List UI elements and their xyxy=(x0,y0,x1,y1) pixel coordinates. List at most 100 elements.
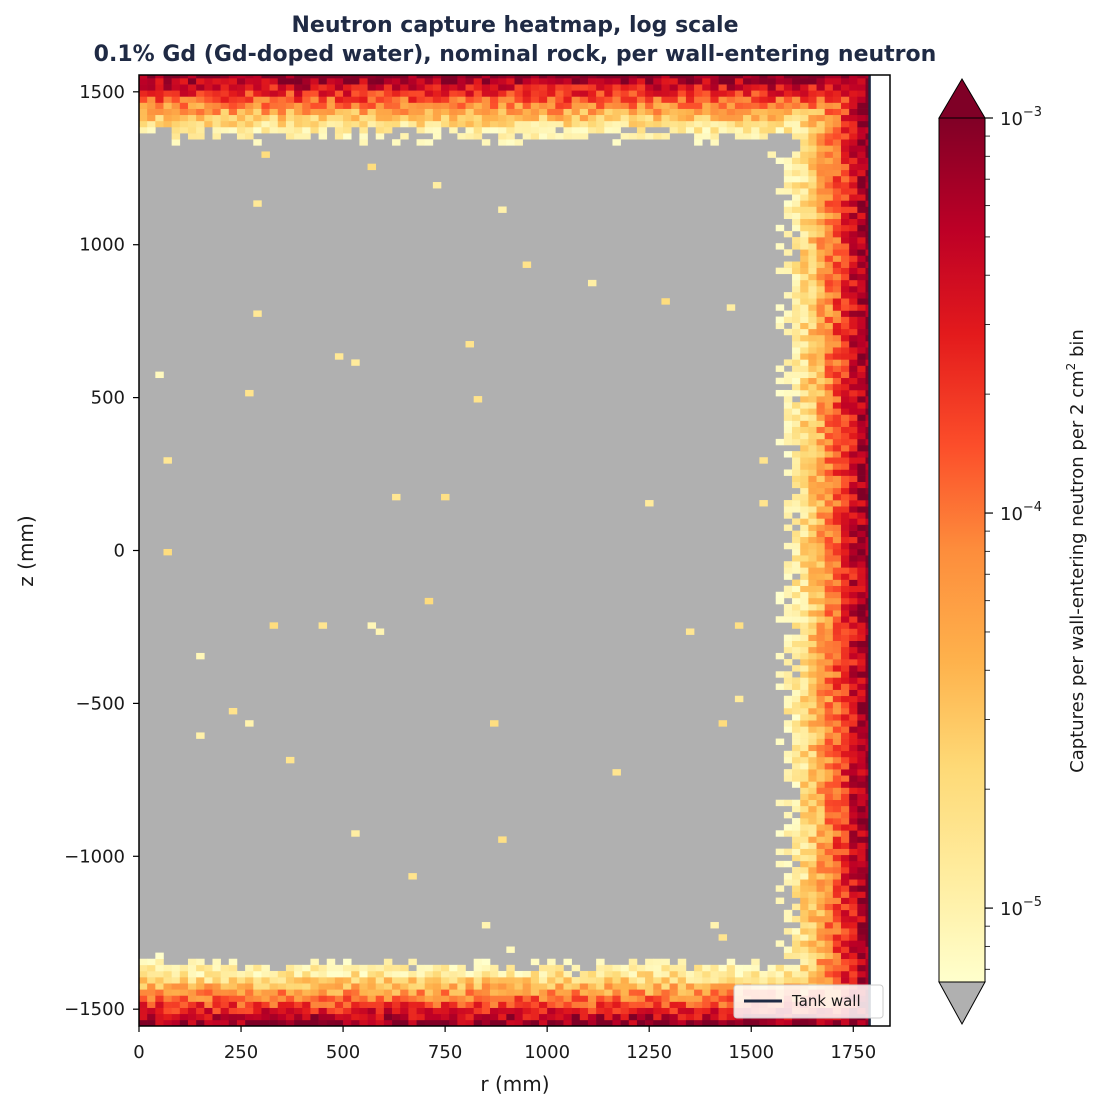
heatmap-cell xyxy=(277,120,287,128)
heatmap-cell xyxy=(800,573,809,580)
heatmap-cell xyxy=(775,591,785,599)
heatmap-cell xyxy=(587,995,597,1002)
heatmap-cell xyxy=(759,1019,768,1026)
heatmap-cell xyxy=(228,983,238,990)
heatmap-cell xyxy=(841,934,850,941)
heatmap-cell xyxy=(645,1013,654,1021)
heatmap-cell xyxy=(841,341,850,348)
heatmap-cell xyxy=(857,518,866,525)
heatmap-cell xyxy=(228,964,238,972)
heatmap-cell xyxy=(857,689,866,697)
heatmap-cell xyxy=(187,964,197,972)
heatmap-cell xyxy=(832,744,842,752)
heatmap-cell xyxy=(832,873,842,880)
heatmap-cell xyxy=(416,96,426,103)
heatmap-cell xyxy=(865,200,870,207)
heatmap-cell xyxy=(449,108,458,116)
heatmap-cell xyxy=(816,720,825,727)
heatmap-cell xyxy=(808,518,817,525)
heatmap-cell xyxy=(824,108,834,116)
heatmap-cell xyxy=(147,1001,156,1008)
heatmap-cell xyxy=(310,75,319,79)
heatmap-cell xyxy=(800,120,809,128)
heatmap-cell xyxy=(783,96,793,103)
heatmap-cell xyxy=(816,408,825,415)
heatmap-cell xyxy=(832,292,842,299)
heatmap-cell xyxy=(620,114,630,122)
heatmap-cell xyxy=(865,212,870,220)
heatmap-cell xyxy=(775,377,785,385)
heatmap-cell xyxy=(351,108,360,116)
heatmap-cell xyxy=(155,120,164,128)
heatmap-cell xyxy=(841,591,850,599)
heatmap-cell xyxy=(343,133,352,140)
heatmap-cell xyxy=(865,463,870,470)
heatmap-cell xyxy=(612,964,621,972)
heatmap-cell xyxy=(824,224,834,232)
heatmap-cell xyxy=(816,805,825,813)
heatmap-cell xyxy=(841,842,850,849)
heatmap-cell xyxy=(792,261,801,268)
heatmap-cell xyxy=(155,90,164,97)
heatmap-cell xyxy=(751,84,760,91)
heatmap-cell xyxy=(726,75,736,79)
heatmap-cell xyxy=(865,671,870,678)
heatmap-cell xyxy=(800,604,809,611)
heatmap-cell xyxy=(857,169,866,177)
heatmap-cell xyxy=(253,1001,262,1008)
heatmap-cell xyxy=(865,763,870,770)
heatmap-cell xyxy=(824,420,834,427)
heatmap-cell xyxy=(302,995,311,1002)
heatmap-cell xyxy=(718,102,728,109)
heatmap-cell xyxy=(522,1001,532,1008)
heatmap-cell xyxy=(849,298,858,305)
heatmap-cell xyxy=(865,659,870,666)
heatmap-cell xyxy=(816,628,825,635)
heatmap-cell xyxy=(155,977,164,984)
heatmap-cell xyxy=(832,665,842,672)
heatmap-cell xyxy=(832,885,842,892)
heatmap-cell xyxy=(718,1013,728,1021)
heatmap-cell xyxy=(800,206,809,213)
heatmap-cell xyxy=(204,108,213,116)
heatmap-cell xyxy=(824,396,834,403)
heatmap-cell xyxy=(832,915,842,923)
heatmap-cell xyxy=(783,830,793,837)
heatmap-cell xyxy=(800,860,809,868)
heatmap-cell xyxy=(351,964,360,972)
heatmap-cell xyxy=(841,769,850,776)
heatmap-cell xyxy=(490,720,499,727)
heatmap-cell xyxy=(579,983,589,990)
heatmap-cell xyxy=(220,90,230,97)
heatmap-cell xyxy=(155,84,164,91)
heatmap-cell xyxy=(424,139,434,146)
heatmap-cell xyxy=(865,75,870,79)
heatmap-cell xyxy=(490,108,499,116)
heatmap-cell xyxy=(792,182,801,189)
heatmap-cell xyxy=(506,133,515,140)
heatmap-cell xyxy=(832,707,842,715)
plot-area xyxy=(138,74,891,1027)
heatmap-cell xyxy=(800,285,809,293)
heatmap-cell xyxy=(800,909,809,917)
heatmap-cell xyxy=(849,775,858,782)
heatmap-cell xyxy=(490,96,499,103)
heatmap-cell xyxy=(857,604,866,611)
heatmap-cell xyxy=(841,175,850,183)
heatmap-cell xyxy=(800,304,809,311)
heatmap-cell xyxy=(832,622,842,629)
heatmap-cell xyxy=(824,408,834,415)
heatmap-cell xyxy=(865,836,870,843)
heatmap-cell xyxy=(841,1019,850,1026)
heatmap-cell xyxy=(824,524,834,531)
heatmap-cell xyxy=(849,371,858,379)
heatmap-cell xyxy=(383,75,393,79)
heatmap-cell xyxy=(783,120,793,128)
heatmap-cell xyxy=(473,126,483,134)
heatmap-cell xyxy=(685,126,695,134)
heatmap-cell xyxy=(832,787,842,794)
heatmap-cell xyxy=(808,365,817,372)
heatmap-cell xyxy=(702,102,711,109)
heatmap-cell xyxy=(400,1013,409,1021)
heatmap-cell xyxy=(783,182,793,189)
